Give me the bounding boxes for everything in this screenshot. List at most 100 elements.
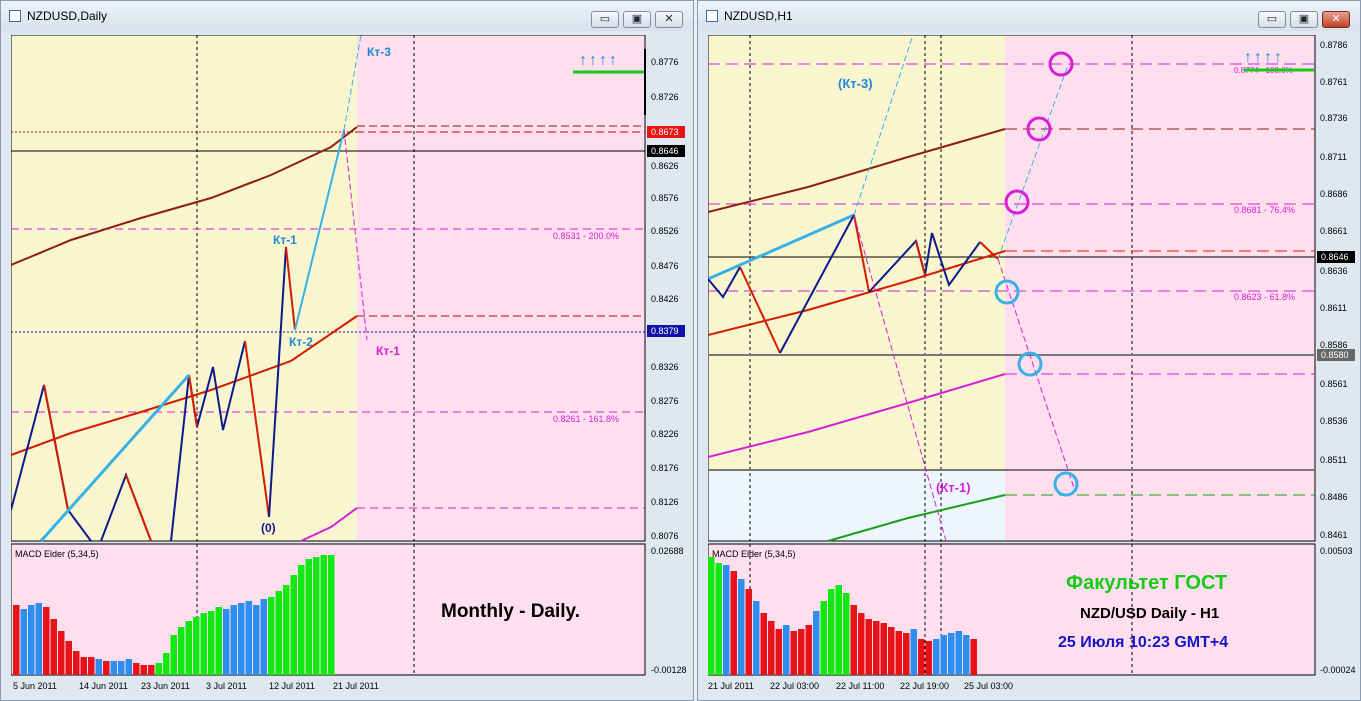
- wave-drop-to-zero: [244, 340, 270, 518]
- history-zone: [11, 35, 357, 541]
- svg-text:0.8536: 0.8536: [1320, 416, 1348, 426]
- histogram-bar: [290, 575, 297, 675]
- svg-text:0.8776: 0.8776: [651, 57, 679, 67]
- buy-arrows-icon: ↑↑↑↑: [579, 52, 619, 69]
- histogram-bar: [305, 559, 312, 675]
- right-chart-window[interactable]: NZDUSD,H1 ▭ ▣ ✕: [697, 0, 1361, 701]
- price-marker-black-label: 0.8646: [1321, 252, 1349, 262]
- price-marker-black-label: 0.8646: [651, 146, 679, 156]
- svg-text:0.8126: 0.8126: [651, 497, 679, 507]
- forecast-up-line: [997, 64, 1069, 260]
- histogram-bar: [95, 659, 102, 675]
- histogram-bar: [178, 627, 185, 675]
- svg-text:0.8686: 0.8686: [1320, 189, 1348, 199]
- restore-button[interactable]: ▣: [1290, 11, 1318, 28]
- close-button[interactable]: ✕: [655, 11, 683, 28]
- histogram-bar: [28, 605, 35, 675]
- svg-text:0.8786: 0.8786: [1320, 40, 1348, 50]
- histogram-bar: [813, 611, 820, 675]
- svg-text:22 Jul 11:00: 22 Jul 11:00: [836, 681, 884, 691]
- price-marker-red: [647, 126, 685, 138]
- histogram-bar: [103, 661, 110, 675]
- wave-kt2-kt3: [294, 129, 345, 331]
- svg-text:21 Jul 2011: 21 Jul 2011: [333, 681, 379, 691]
- wave-red-pullbacks: [188, 374, 198, 428]
- kt1-projection: [343, 129, 368, 341]
- histogram-bar: [865, 619, 872, 675]
- price-axis: 0.8776 0.8726 0.8626 0.8576 0.8526 0.847…: [651, 57, 679, 541]
- wave-label-kt3: (Кт-3): [838, 76, 873, 91]
- histogram-bar: [133, 663, 140, 675]
- channel-low-line: [300, 507, 358, 542]
- histogram-bar: [110, 661, 117, 675]
- cyan-trend-line: [708, 213, 855, 281]
- histogram-bar: [253, 605, 260, 675]
- price-pane-frame: [11, 35, 646, 542]
- daily-price-chart[interactable]: Кт-3 Кт-1 Кт-2 Кт-1 (0) 0.8531 - 200.0% …: [11, 35, 687, 695]
- restore-button[interactable]: ▣: [623, 11, 651, 28]
- hourly-price-chart[interactable]: (Кт-3) (Кт-1) 0.8774 - 100.0% 0.8681 - 7…: [708, 35, 1358, 695]
- svg-text:3 Jul 2011: 3 Jul 2011: [206, 681, 247, 691]
- minimize-button[interactable]: ▭: [591, 11, 619, 28]
- histogram-bar: [215, 607, 222, 675]
- histogram-bar: [850, 605, 857, 675]
- close-button[interactable]: ✕: [1322, 11, 1350, 28]
- histogram-bar: [835, 585, 842, 675]
- title-bar[interactable]: NZDUSD,Daily ▭ ▣ ✕: [1, 1, 693, 31]
- caption-faculty: Факультет ГОСТ: [1066, 572, 1227, 594]
- histogram-bar: [708, 557, 715, 675]
- macd-histogram: [13, 555, 335, 675]
- wave-red-3: [915, 240, 926, 276]
- svg-text:22 Jul 03:00: 22 Jul 03:00: [770, 681, 819, 691]
- svg-text:0.8576: 0.8576: [651, 193, 679, 203]
- indicator-bottom-value: -0.00128: [651, 665, 687, 675]
- histogram-bar: [880, 623, 887, 675]
- wave-blue-rally: [170, 340, 246, 542]
- histogram-bar: [43, 607, 50, 675]
- histogram-bar: [313, 557, 320, 675]
- histogram-bar: [208, 611, 215, 675]
- histogram-bar: [58, 631, 65, 675]
- svg-text:0.8761: 0.8761: [1320, 77, 1348, 87]
- svg-text:0.8511: 0.8511: [1320, 455, 1347, 465]
- svg-text:23 Jun 2011: 23 Jun 2011: [141, 681, 190, 691]
- channel-mid-line: [708, 250, 1006, 336]
- histogram-bar: [805, 625, 812, 675]
- histogram-bar: [298, 565, 305, 675]
- histogram-bar: [895, 631, 902, 675]
- histogram-bar: [328, 555, 335, 675]
- histogram-bar: [783, 625, 790, 675]
- histogram-bar: [268, 597, 275, 675]
- price-marker-blue-label: 0.8379: [651, 326, 679, 336]
- svg-text:22 Jul 19:00: 22 Jul 19:00: [900, 681, 949, 691]
- svg-text:0.8611: 0.8611: [1320, 303, 1347, 313]
- minimize-button[interactable]: ▭: [1258, 11, 1286, 28]
- date-axis: 5 Jun 2011 14 Jun 2011 23 Jun 2011 3 Jul…: [13, 681, 379, 691]
- wave-kt1-kt2: [285, 246, 296, 331]
- channel-green-line: [827, 494, 1006, 542]
- title-bar[interactable]: NZDUSD,H1 ▭ ▣ ✕: [698, 1, 1360, 31]
- histogram-bar: [13, 605, 20, 675]
- svg-text:0.8636: 0.8636: [1320, 266, 1348, 276]
- histogram-bar: [50, 619, 57, 675]
- histogram-bar: [970, 639, 977, 675]
- wave-blue-1: [708, 266, 741, 299]
- svg-text:0.8586: 0.8586: [1320, 340, 1348, 350]
- svg-text:0.8176: 0.8176: [651, 463, 679, 473]
- wave-red-1: [739, 266, 781, 354]
- histogram-bar: [888, 627, 895, 675]
- cyan-trend-line: [39, 374, 191, 542]
- histogram-bar: [125, 659, 132, 675]
- buy-arrows-icon: ↑↑↑↑: [1244, 49, 1284, 66]
- chart-window-icon: [9, 10, 21, 22]
- svg-text:21 Jul 2011: 21 Jul 2011: [708, 681, 754, 691]
- fib-label-161.8: 0.8261 - 161.8%: [553, 414, 619, 424]
- histogram-bar: [73, 651, 80, 675]
- date-axis: 21 Jul 2011 22 Jul 03:00 22 Jul 11:00 22…: [708, 681, 1013, 691]
- window-title: NZDUSD,H1: [724, 9, 793, 23]
- left-chart-window[interactable]: NZDUSD,Daily ▭ ▣ ✕: [0, 0, 694, 701]
- price-marker-grey: [1317, 349, 1355, 361]
- price-marker-black: [1317, 251, 1355, 263]
- histogram-bar: [275, 591, 282, 675]
- caption-date: 25 Июля 10:23 GMT+4: [1058, 634, 1228, 651]
